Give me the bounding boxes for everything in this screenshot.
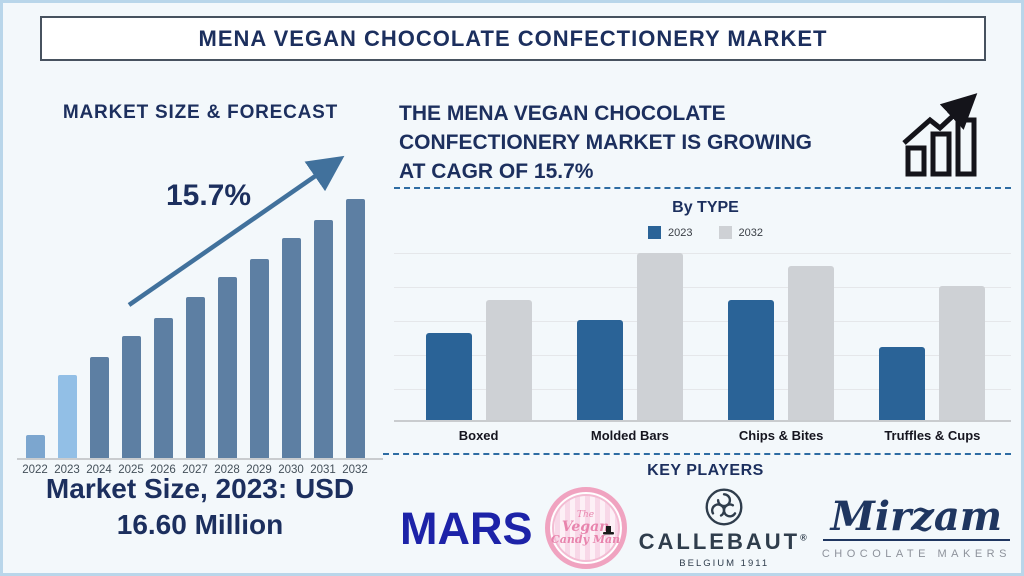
forecast-chart: 2022 2023 2024 2025 2026 2027 2028 2029 2030 2031… [17, 193, 383, 476]
forecast-year-label: 2028 [214, 464, 240, 476]
forecast-bar-group: 2027 [179, 193, 211, 476]
forecast-year-label: 2030 [278, 464, 304, 476]
cagr-statement-line2: CONFECTIONERY MARKET IS GROWING [399, 131, 813, 154]
type-category-label: Chips & Bites [738, 428, 824, 443]
type-bar-2032-Chips & Bites [788, 266, 835, 420]
forecast-year-label: 2024 [86, 464, 112, 476]
mirzam-logo: Mirzam CHOCOLATE MAKERS [821, 496, 1011, 560]
forecast-bar-group: 2026 [147, 193, 179, 476]
dashed-separator-top [394, 187, 1011, 189]
key-players-heading: KEY PLAYERS [647, 462, 764, 479]
forecast-bar-2023 [57, 375, 77, 458]
dashed-separator-bottom [383, 453, 1011, 455]
callebaut-logo: CALLEBAUT® BELGIUM 1911 [639, 487, 810, 569]
registered-mark: ® [800, 532, 810, 543]
legend-item-2023: 2023 [648, 226, 693, 239]
forecast-bar-2025 [121, 336, 141, 458]
type-bar-2032-Molded Bars [636, 253, 683, 420]
type-chart-title: By TYPE [672, 199, 739, 216]
forecast-bar-group: 2022 [19, 193, 51, 476]
forecast-year-label: 2022 [22, 464, 48, 476]
forecast-bar-group: 2032 [339, 193, 371, 476]
forecast-bar-2026 [153, 318, 173, 458]
type-category-label: Molded Bars [590, 428, 669, 443]
forecast-chart-title: MARKET SIZE & FORECAST [62, 102, 339, 123]
forecast-bar-group: 2028 [211, 193, 243, 476]
forecast-bar-group: 2029 [243, 193, 275, 476]
top-hat-icon [602, 526, 614, 535]
type-bar-2023-Chips & Bites [728, 300, 775, 420]
forecast-year-label: 2027 [182, 464, 208, 476]
callebaut-subtitle: BELGIUM 1911 [679, 558, 770, 569]
type-chart-gridlines [394, 251, 1011, 422]
market-size-caption-line2: 16.60 Million [116, 508, 284, 540]
legend-swatch [648, 226, 662, 239]
callebaut-wordmark: CALLEBAUT® [638, 529, 810, 554]
type-bar-2023-Molded Bars [576, 320, 623, 420]
forecast-year-label: 2026 [150, 464, 176, 476]
forecast-bar-2027 [185, 297, 205, 458]
forecast-year-label: 2029 [246, 464, 272, 476]
forecast-bar-group: 2023 [51, 193, 83, 476]
title-banner: MENA VEGAN CHOCOLATE CONFECTIONERY MARKE… [40, 16, 986, 61]
cagr-annotation: 15.7% [165, 179, 252, 212]
type-bar-2023-Boxed [425, 333, 472, 420]
legend-label: 2032 [738, 226, 763, 239]
type-bar-group [554, 251, 705, 420]
forecast-bar-2028 [217, 277, 237, 458]
forecast-year-label: 2032 [342, 464, 368, 476]
mirzam-subtitle: CHOCOLATE MAKERS [821, 547, 1011, 560]
forecast-year-label: 2023 [54, 464, 80, 476]
page-title: MENA VEGAN CHOCOLATE CONFECTIONERY MARKE… [198, 25, 828, 51]
forecast-bar-2024 [89, 357, 109, 458]
growth-chart-icon [902, 93, 978, 177]
cagr-statement: THE MENA VEGAN CHOCOLATE CONFECTIONERY M… [399, 99, 899, 186]
cagr-statement-line1: THE MENA VEGAN CHOCOLATE [399, 102, 726, 125]
vegan-logo-line3: Candy Man [551, 533, 621, 546]
type-legend: 2023 2032 [403, 226, 1008, 239]
type-bar-2023-Truffles & Cups [879, 347, 926, 420]
type-chart-labels: Boxed Molded Bars Chips & Bites Truffles & … [403, 428, 1008, 443]
vegan-logo-line2: Vegan [561, 519, 610, 535]
type-chart-groups [403, 251, 1008, 420]
type-bar-group [706, 251, 857, 420]
market-size-caption: Market Size, 2023: USD 16.60 Million [25, 471, 375, 543]
type-bar-2032-Boxed [485, 300, 532, 420]
market-size-caption-line1: Market Size, 2023: USD [45, 473, 355, 504]
key-players-row: MARS The Vegan Candy Man CALLEBAUT® BELG… [400, 485, 1011, 571]
legend-label: 2023 [668, 226, 693, 239]
callebaut-emblem-icon [705, 488, 743, 526]
mirzam-wordmark: Mirzam [822, 496, 1011, 541]
forecast-year-label: 2025 [118, 464, 144, 476]
mars-logo: MARS [400, 502, 533, 554]
cagr-statement-line3: AT CAGR OF 15.7% [399, 160, 594, 183]
forecast-bar-group: 2031 [307, 193, 339, 476]
forecast-bar-2022 [25, 435, 45, 458]
forecast-bar-2030 [281, 238, 301, 458]
forecast-bar-2031 [313, 220, 333, 458]
legend-item-2032: 2032 [718, 226, 763, 239]
type-category-label: Boxed [458, 428, 499, 443]
type-bar-group [403, 251, 554, 420]
type-bar-2032-Truffles & Cups [939, 286, 986, 420]
forecast-year-label: 2031 [310, 464, 336, 476]
forecast-bar-2029 [249, 259, 269, 458]
type-bar-group [857, 251, 1008, 420]
trend-arrow-icon [127, 155, 345, 307]
legend-swatch [718, 226, 732, 239]
vegan-logo-line1: The [577, 510, 595, 520]
forecast-bar-group: 2030 [275, 193, 307, 476]
vegan-candy-man-logo: The Vegan Candy Man [544, 487, 627, 569]
forecast-bar-2032 [345, 199, 365, 458]
forecast-bar-group: 2025 [115, 193, 147, 476]
type-category-label: Truffles & Cups [884, 428, 981, 443]
forecast-bar-group: 2024 [83, 193, 115, 476]
